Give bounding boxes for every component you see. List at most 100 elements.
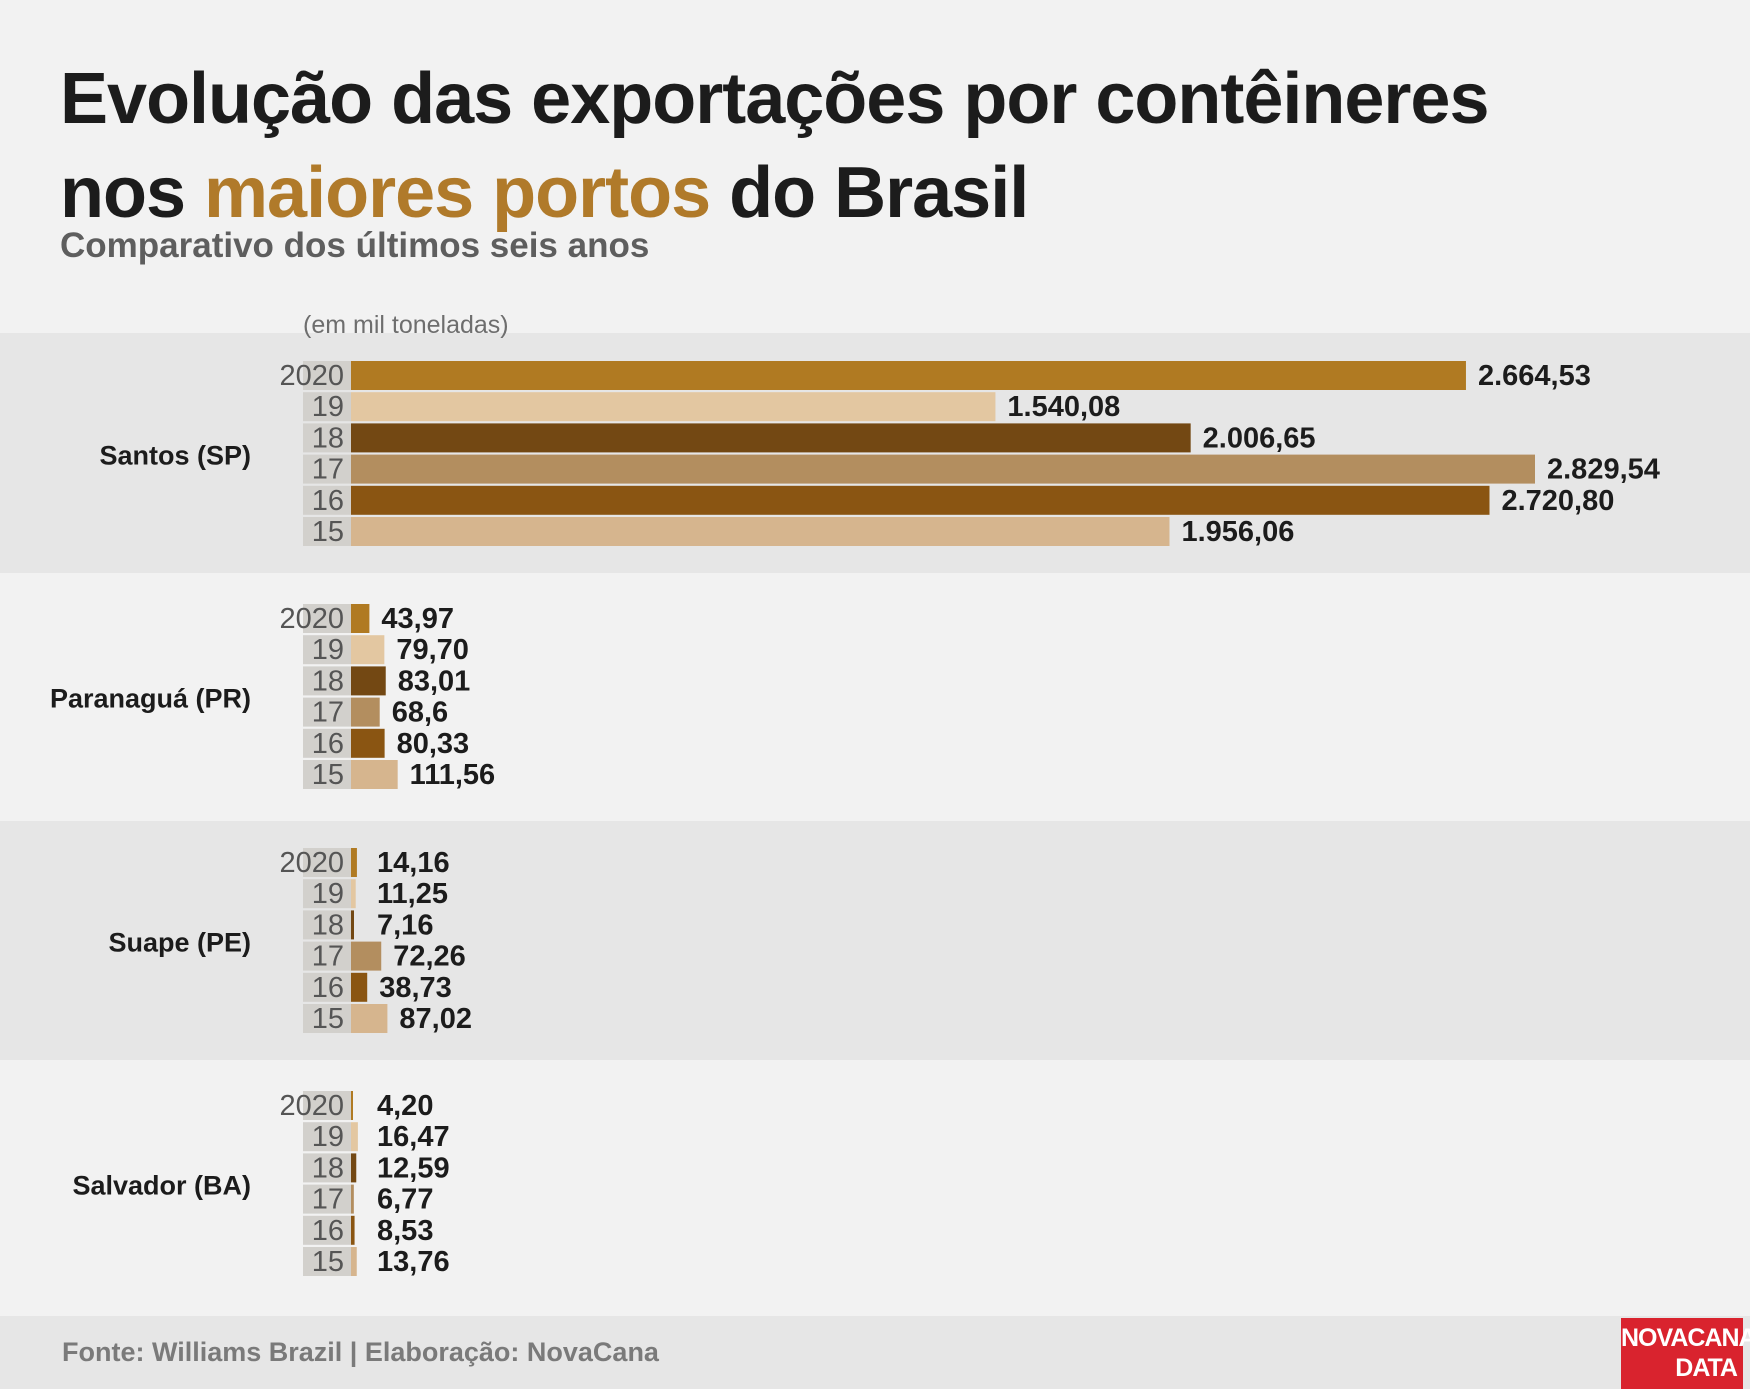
unit-note: (em mil toneladas) (303, 311, 509, 339)
value-label-salvador-ba-2020: 4,20 (377, 1090, 433, 1122)
year-tab-paranagua-pr (303, 697, 351, 727)
year-label-suape-pe: 18 (312, 909, 344, 941)
band-paranagua (0, 573, 1750, 821)
title-highlight: maiores portos (204, 153, 711, 233)
value-label-paranagua-pr-19: 79,70 (396, 634, 469, 666)
value-label-paranagua-pr-15: 111,56 (410, 759, 496, 791)
bar-paranagua-pr-18 (351, 666, 386, 696)
year-label-paranagua-pr: 16 (312, 728, 344, 760)
year-tab-paranagua-pr (303, 635, 351, 665)
value-label-santos-sp-18: 2.006,65 (1203, 422, 1316, 454)
year-label-suape-pe: 15 (312, 1003, 344, 1035)
year-tab-suape-pe (303, 972, 351, 1002)
bar-suape-pe-2020 (351, 848, 357, 877)
value-label-suape-pe-19: 11,25 (377, 878, 448, 910)
bar-santos-sp-17 (351, 454, 1535, 484)
value-label-paranagua-pr-17: 68,6 (392, 697, 448, 729)
bar-paranagua-pr-2020 (351, 604, 370, 633)
year-label-paranagua-pr: 18 (312, 665, 344, 697)
year-tab-salvador-ba (303, 1122, 351, 1152)
value-label-santos-sp-19: 1.540,08 (1007, 391, 1120, 423)
port-label-salvador-ba: Salvador (BA) (72, 1171, 251, 1201)
year-tab-santos-sp (303, 423, 351, 453)
bar-paranagua-pr-17 (351, 697, 380, 727)
year-tab-suape-pe (303, 1004, 351, 1033)
year-label-paranagua-pr: 17 (312, 697, 344, 729)
year-label-santos-sp: 16 (312, 485, 344, 517)
chart-subtitle: Comparativo dos últimos seis anos (60, 226, 650, 265)
title-line2-end: do Brasil (710, 153, 1029, 233)
value-label-salvador-ba-18: 12,59 (377, 1152, 450, 1184)
bar-santos-sp-19 (351, 392, 996, 422)
port-label-paranagua-pr: Paranaguá (PR) (50, 684, 251, 714)
bar-salvador-ba-18 (351, 1153, 357, 1183)
year-tab-salvador-ba (303, 1184, 351, 1214)
bar-suape-pe-18 (351, 910, 354, 940)
bar-paranagua-pr-15 (351, 760, 398, 789)
value-label-santos-sp-2020: 2.664,53 (1478, 360, 1591, 392)
year-label-salvador-ba: 17 (312, 1184, 344, 1216)
title-line2-start: nos (60, 153, 205, 233)
value-label-paranagua-pr-16: 80,33 (397, 728, 470, 760)
value-label-paranagua-pr-18: 83,01 (398, 665, 471, 697)
year-tab-salvador-ba (303, 1153, 351, 1183)
title-line1: Evolução das exportações por contêineres (60, 59, 1490, 139)
bar-santos-sp-2020 (351, 361, 1466, 390)
year-label-salvador-ba: 15 (312, 1246, 344, 1278)
value-label-salvador-ba-15: 13,76 (377, 1246, 450, 1278)
year-label-salvador-ba: 2020 (279, 1090, 344, 1122)
bar-santos-sp-16 (351, 485, 1490, 515)
bar-santos-sp-18 (351, 423, 1191, 453)
year-tab-santos-sp (303, 517, 351, 546)
value-label-paranagua-pr-2020: 43,97 (381, 603, 454, 635)
bar-salvador-ba-19 (351, 1122, 358, 1152)
bar-paranagua-pr-19 (351, 635, 385, 665)
year-label-paranagua-pr: 2020 (279, 603, 344, 635)
source-note: Fonte: Williams Brazil | Elaboração: Nov… (62, 1337, 659, 1367)
novacana-logo: NOVACANA DATA (1621, 1318, 1750, 1389)
value-label-suape-pe-15: 87,02 (399, 1003, 472, 1035)
value-label-suape-pe-17: 72,26 (393, 941, 466, 973)
band-salvador (0, 1060, 1750, 1316)
year-tab-paranagua-pr (303, 666, 351, 696)
value-label-salvador-ba-16: 8,53 (377, 1215, 433, 1247)
bar-salvador-ba-2020 (351, 1091, 353, 1120)
year-label-salvador-ba: 16 (312, 1215, 344, 1247)
year-label-paranagua-pr: 15 (312, 759, 344, 791)
year-tab-suape-pe (303, 941, 351, 971)
year-tab-santos-sp (303, 392, 351, 422)
port-label-suape-pe: Suape (PE) (108, 928, 251, 958)
logo-line1: NOVACANA (1621, 1324, 1750, 1352)
year-label-salvador-ba: 18 (312, 1152, 344, 1184)
value-label-santos-sp-15: 1.956,06 (1181, 516, 1294, 548)
bar-suape-pe-16 (351, 972, 368, 1002)
value-label-santos-sp-16: 2.720,80 (1501, 485, 1614, 517)
year-tab-santos-sp (303, 485, 351, 515)
year-label-paranagua-pr: 19 (312, 634, 344, 666)
year-label-suape-pe: 2020 (279, 847, 344, 879)
year-tab-salvador-ba (303, 1247, 351, 1276)
value-label-salvador-ba-19: 16,47 (377, 1121, 450, 1153)
year-tab-suape-pe (303, 848, 351, 877)
year-label-santos-sp: 2020 (279, 360, 344, 392)
bar-suape-pe-15 (351, 1004, 388, 1033)
bar-salvador-ba-15 (351, 1247, 357, 1276)
year-tab-santos-sp (303, 361, 351, 390)
port-label-santos-sp: Santos (SP) (99, 441, 251, 471)
year-label-suape-pe: 17 (312, 941, 344, 973)
footer: Fonte: Williams Brazil | Elaboração: Nov… (0, 1316, 1750, 1389)
chart-title: Evolução das exportações por contêineres… (60, 52, 1490, 240)
year-tab-santos-sp (303, 454, 351, 484)
bar-salvador-ba-17 (351, 1184, 354, 1214)
year-label-santos-sp: 18 (312, 422, 344, 454)
year-tab-suape-pe (303, 910, 351, 940)
year-tab-suape-pe (303, 879, 351, 909)
year-label-salvador-ba: 19 (312, 1121, 344, 1153)
bar-santos-sp-15 (351, 517, 1170, 546)
year-tab-salvador-ba (303, 1215, 351, 1245)
year-label-suape-pe: 16 (312, 972, 344, 1004)
bar-suape-pe-17 (351, 941, 382, 971)
bar-chart: Santos (SP) 2020 2.664,53 19 1.540,08 18 2.006… (50, 360, 1660, 1278)
value-label-suape-pe-16: 38,73 (379, 972, 452, 1004)
year-label-santos-sp: 19 (312, 391, 344, 423)
